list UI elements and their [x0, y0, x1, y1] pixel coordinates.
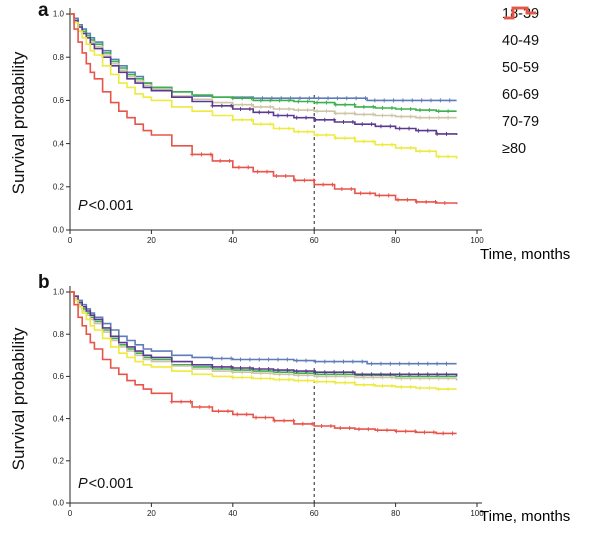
legend-item-40-49: 40-49: [502, 6, 540, 51]
svg-text:20: 20: [147, 509, 156, 518]
p-value-annotation-a: P<0.001: [78, 198, 133, 214]
x-axis-label-b: Time, months: [480, 508, 571, 525]
svg-text:0.2: 0.2: [53, 183, 65, 192]
svg-text:80: 80: [391, 509, 400, 518]
svg-text:80: 80: [391, 236, 400, 245]
legend-label: ≥80: [502, 140, 527, 157]
p-value-text: <0.001: [88, 198, 134, 214]
p-value-annotation-b: P<0.001: [78, 476, 133, 492]
svg-text:0: 0: [68, 236, 73, 245]
svg-text:1.0: 1.0: [53, 288, 65, 297]
svg-text:100: 100: [470, 509, 484, 518]
svg-text:0.2: 0.2: [53, 457, 65, 466]
legend-item-60-69: 60-69: [502, 6, 540, 105]
svg-text:0.8: 0.8: [53, 330, 65, 339]
svg-text:20: 20: [147, 236, 156, 245]
svg-text:40: 40: [228, 236, 237, 245]
x-axis-label-a: Time, months: [480, 246, 571, 263]
svg-text:100: 100: [470, 236, 484, 245]
y-axis-label-b: Survival probability: [9, 327, 28, 471]
svg-text:0.8: 0.8: [53, 53, 65, 62]
svg-text:1.0: 1.0: [53, 10, 65, 19]
p-symbol: P: [78, 476, 88, 492]
svg-text:60: 60: [310, 509, 319, 518]
svg-text:0.0: 0.0: [53, 499, 65, 508]
svg-text:0.4: 0.4: [53, 414, 65, 423]
svg-text:0.0: 0.0: [53, 226, 65, 235]
svg-text:60: 60: [310, 236, 319, 245]
legend-label: 40-49: [502, 32, 540, 49]
legend-item-80: ≥80: [502, 6, 539, 159]
legend-label: 60-69: [502, 86, 540, 103]
p-value-text: <0.001: [88, 476, 134, 492]
svg-text:0.6: 0.6: [53, 372, 65, 381]
legend-item-50-59: 50-59: [502, 6, 540, 78]
y-axis-label-a: Survival probability: [9, 51, 28, 195]
p-symbol: P: [78, 198, 88, 214]
svg-text:40: 40: [228, 509, 237, 518]
legend-step-line-icon: [504, 6, 536, 20]
svg-text:0: 0: [68, 509, 73, 518]
svg-text:0.6: 0.6: [53, 96, 65, 105]
legend-item-70-79: 70-79: [502, 6, 540, 132]
panel-a-label: a: [38, 0, 49, 21]
svg-text:0.4: 0.4: [53, 139, 65, 148]
age-group-legend: 18-39 40-49 50-59 60-69 70-79 ≥80: [502, 4, 539, 159]
legend-label: 70-79: [502, 113, 540, 130]
legend-label: 50-59: [502, 59, 540, 76]
panel-b-label: b: [38, 272, 50, 293]
